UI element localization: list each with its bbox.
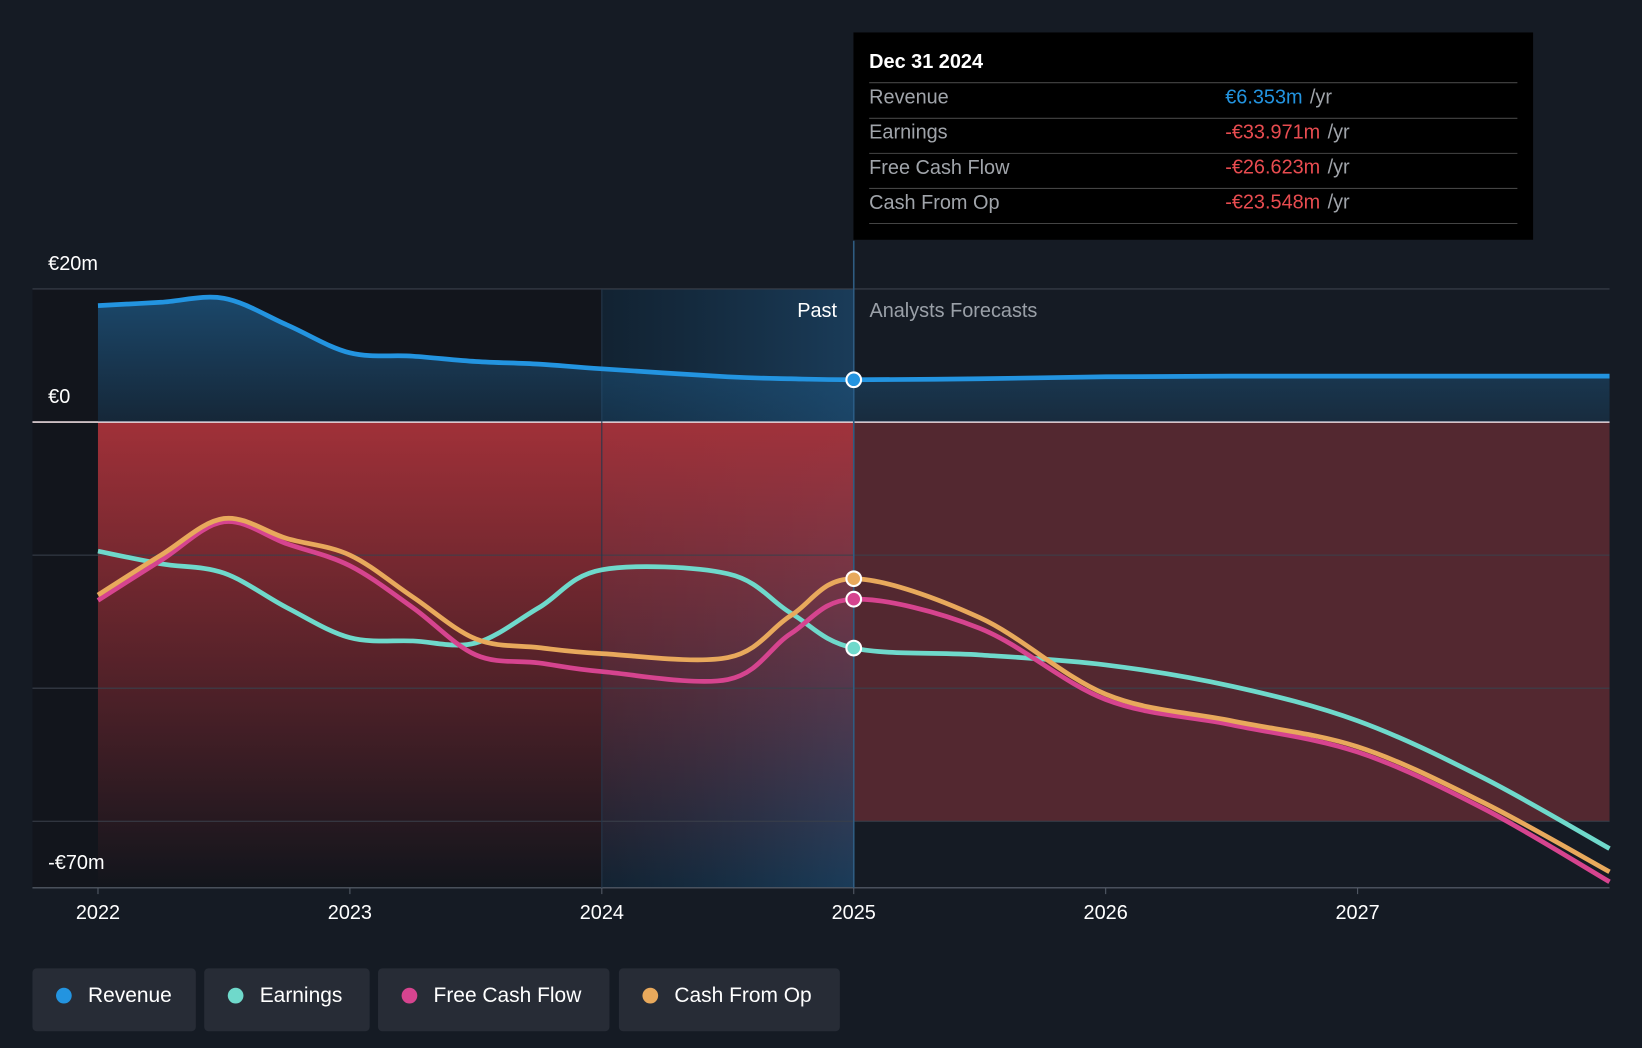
- tooltip-box: [853, 32, 1534, 240]
- tooltip-unit: /yr: [1328, 122, 1350, 144]
- legend-button: [618, 968, 840, 1032]
- tooltip-number: €6.353m: [1225, 87, 1302, 109]
- legend-swatch: [227, 987, 244, 1004]
- tooltip-number: -€33.971m: [1225, 122, 1320, 144]
- revenue-area: [97, 297, 1610, 423]
- tooltip-number: -€26.623m: [1225, 157, 1320, 179]
- series-line: [96, 519, 1611, 884]
- legend-label: Cash From Op: [674, 984, 811, 1007]
- tooltip-unit: /yr: [1328, 192, 1350, 214]
- legend-button: [32, 968, 196, 1032]
- legend-swatch: [401, 987, 418, 1004]
- tooltip-unit: /yr: [1328, 157, 1350, 179]
- legend-swatch: [642, 987, 659, 1004]
- tooltip-label: Free Cash Flow: [869, 157, 1010, 179]
- tooltip-unit: /yr: [1310, 87, 1332, 109]
- y-tick-label: €20m: [48, 253, 98, 275]
- y-tick-label: -€70m: [48, 852, 104, 874]
- legend-button: [204, 968, 370, 1032]
- forecast-label: Analysts Forecasts: [869, 300, 1037, 322]
- y-tick-label: €0: [48, 386, 70, 408]
- series-line: [96, 515, 1611, 874]
- x-tick-label: 2022: [76, 902, 120, 924]
- legend-item[interactable]: Free Cash Flow: [378, 968, 610, 1032]
- legend-label: Revenue: [88, 984, 172, 1007]
- series-line: [97, 548, 1611, 851]
- highlight-point: [845, 639, 863, 657]
- x-tick-label: 2023: [328, 902, 372, 924]
- legend-item[interactable]: Revenue: [32, 968, 196, 1032]
- tooltip-value: -€33.971m/yr: [1225, 122, 1350, 144]
- tooltip-value: €6.353m/yr: [1225, 87, 1332, 109]
- legend-item[interactable]: Cash From Op: [618, 968, 840, 1032]
- x-tick-label: 2025: [832, 902, 876, 924]
- legend-label: Free Cash Flow: [434, 984, 583, 1007]
- x-tick-label: 2026: [1084, 902, 1128, 924]
- x-tick-label: 2024: [580, 902, 624, 924]
- legend-label: Earnings: [260, 984, 343, 1007]
- tooltip-label: Earnings: [869, 122, 948, 144]
- x-tick-label: 2027: [1335, 902, 1379, 924]
- highlight-point: [845, 590, 863, 608]
- highlight-point: [845, 371, 863, 389]
- tooltip-value: -€23.548m/yr: [1225, 192, 1350, 214]
- legend-swatch: [56, 987, 72, 1004]
- negative-area-forecast: [853, 422, 1610, 822]
- tooltip-label: Cash From Op: [869, 192, 999, 214]
- past-label: Past: [797, 300, 837, 322]
- legend-item[interactable]: Earnings: [204, 968, 370, 1032]
- tooltip-value: -€26.623m/yr: [1225, 157, 1350, 179]
- series-line: [97, 294, 1610, 383]
- tooltip-label: Revenue: [869, 87, 949, 109]
- highlight-point: [845, 570, 863, 588]
- tooltip-title: Dec 31 2024: [869, 51, 983, 73]
- legend-button: [378, 968, 610, 1032]
- tooltip-number: -€23.548m: [1225, 192, 1320, 214]
